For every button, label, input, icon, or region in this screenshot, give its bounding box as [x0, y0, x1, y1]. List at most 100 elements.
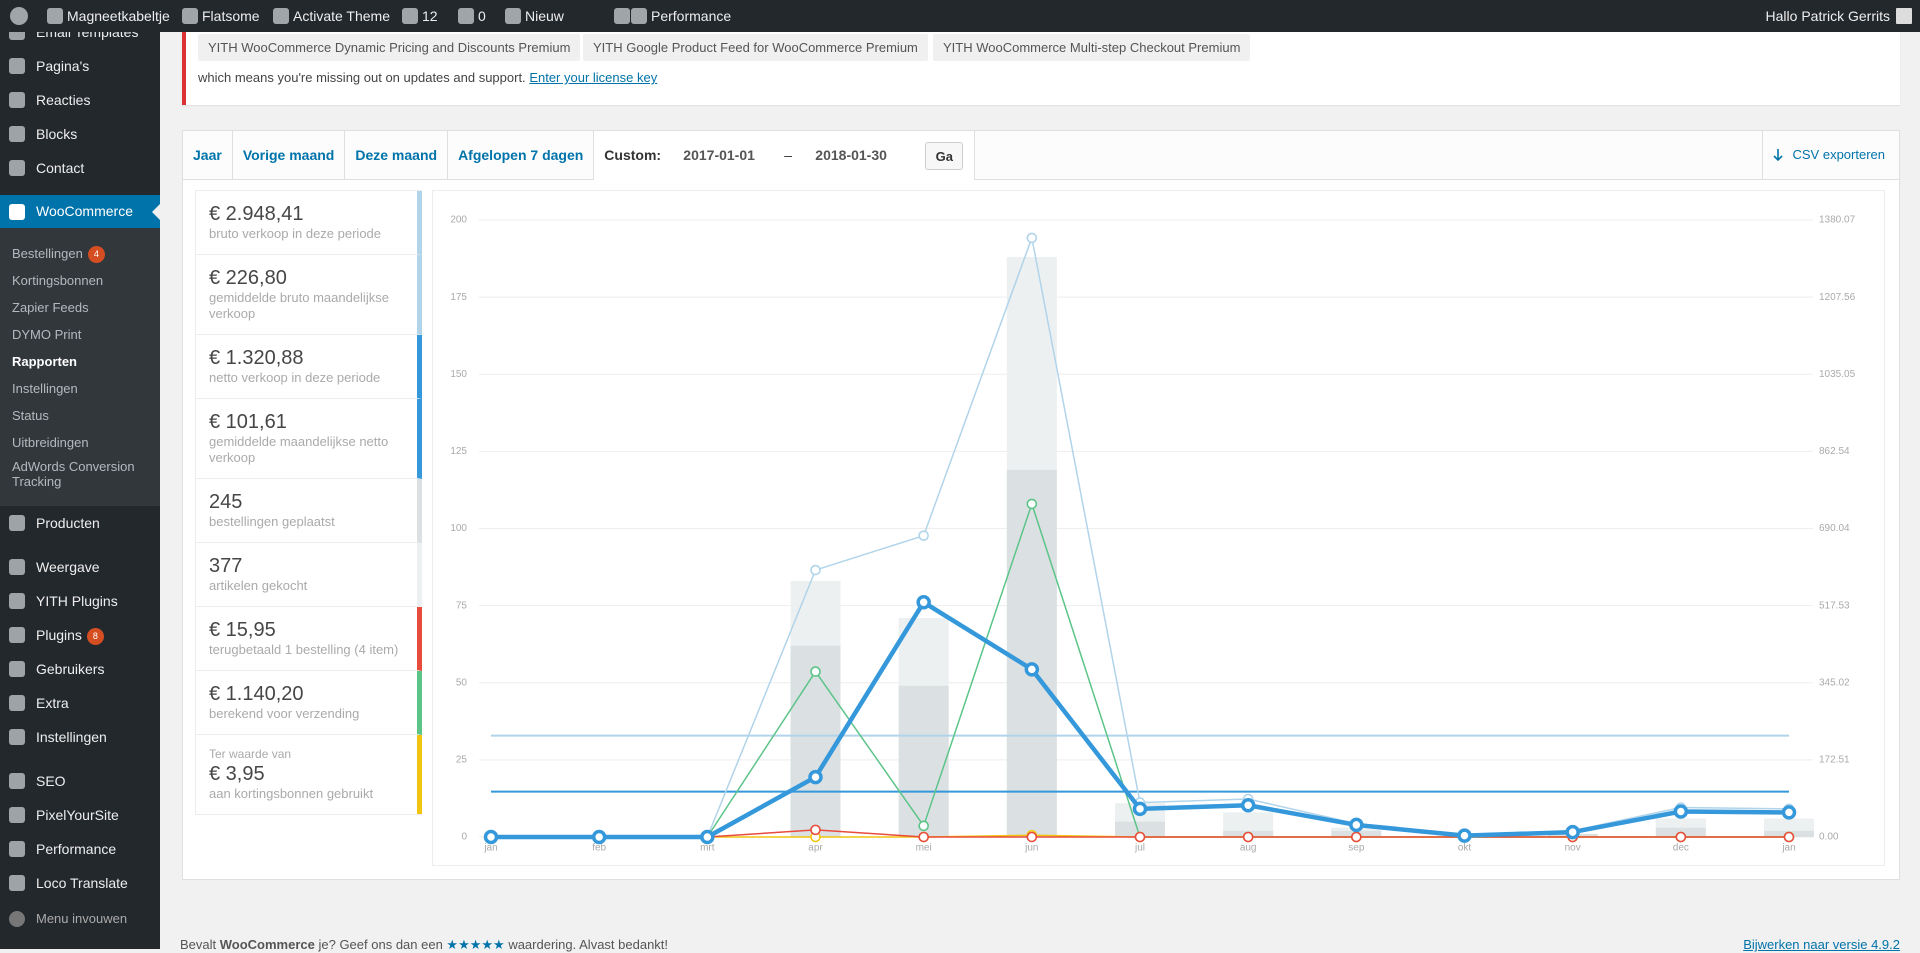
stat-value: € 226,80 [209, 267, 287, 289]
menu-icon [9, 92, 25, 108]
stat-item[interactable]: € 1.320,88 netto verkoop in deze periode [196, 335, 422, 399]
license-link[interactable]: Enter your license key [529, 70, 658, 85]
stat-item[interactable]: € 226,80 gemiddelde bruto maandelijkse ve… [196, 255, 422, 335]
stat-item[interactable]: 245 bestellingen geplaatst [196, 479, 422, 543]
y-tick-label: 200 [450, 215, 467, 226]
admin-bar-item[interactable]: Performance [651, 8, 732, 24]
menu-label: Blocks [36, 126, 78, 142]
range-tab[interactable]: Vorige maand [233, 131, 346, 179]
bar [898, 685, 949, 837]
stat-item[interactable]: € 15,95 terugbetaald 1 bestelling (4 item… [196, 607, 422, 671]
stat-item[interactable]: € 101,61 gemiddelde maandelijkse netto ve… [196, 399, 422, 479]
admin-bar-greeting[interactable]: Hallo Patrick Gerrits [1765, 8, 1890, 24]
submenu-badge: 4 [87, 246, 105, 263]
avatar [1896, 8, 1912, 24]
stat-item[interactable]: 377 artikelen gekocht [196, 543, 422, 607]
data-point [810, 824, 821, 836]
stat-label: berekend voor verzending [209, 706, 360, 721]
menu-item[interactable]: Performance [0, 832, 160, 866]
license-notice: YITH WooCommerce Dynamic Pricing and Dis… [182, 32, 1900, 105]
submenu-item[interactable]: Rapporten [0, 348, 160, 375]
menu-icon [9, 58, 25, 74]
menu-item[interactable]: Reacties [0, 83, 160, 117]
menu-item[interactable]: PixelYourSite [0, 798, 160, 832]
csv-export[interactable]: CSV exporteren [1761, 131, 1900, 179]
y2-tick-label: 172.51 [1819, 755, 1850, 766]
admin-bar-item[interactable]: Nieuw [525, 8, 564, 24]
menu-label: WooCommerce [36, 203, 133, 219]
range-tab[interactable]: Afgelopen 7 dagen [448, 131, 595, 179]
update-link[interactable]: Bijwerken naar versie 4.9.2 [1743, 937, 1900, 952]
stat-label: gemiddelde maandelijkse netto verkoop [209, 434, 389, 465]
admin-bar-item[interactable]: Activate Theme [293, 8, 391, 24]
y-tick-label: 50 [456, 677, 468, 688]
submenu-item[interactable]: Kortingsbonnen [0, 267, 160, 294]
x-tick-label: jul [1134, 843, 1145, 854]
menu-icon [9, 807, 25, 823]
x-tick-label: apr [808, 843, 823, 854]
submenu-item[interactable]: AdWords Conversion Tracking [0, 456, 160, 492]
admin-bar-item[interactable]: 0 [478, 8, 486, 24]
menu-icon [9, 204, 25, 220]
x-tick-label: sep [1348, 843, 1365, 854]
stat-label: gemiddelde bruto maandelijkse verkoop [209, 290, 389, 321]
submenu-item[interactable]: Bestellingen 4 [0, 240, 160, 267]
admin-bar-item[interactable]: Flatsome [202, 8, 260, 24]
collapse-label: Menu invouwen [36, 911, 128, 926]
menu-item[interactable]: Pagina's [0, 49, 160, 83]
range-tab[interactable]: Deze maand [345, 131, 449, 179]
submenu-item[interactable]: DYMO Print [0, 321, 160, 348]
menu-item[interactable]: Gebruikers [0, 652, 160, 686]
stat-item[interactable]: € 1.140,20 berekend voor verzending [196, 671, 422, 735]
menu-item[interactable]: Blocks [0, 117, 160, 151]
submenu-item[interactable]: Status [0, 402, 160, 429]
admin-bar-item[interactable]: Magneetkabeltje [67, 8, 170, 24]
data-point [1675, 831, 1687, 843]
submenu-label: DYMO Print [12, 327, 82, 342]
data-point [810, 666, 821, 677]
menu-item[interactable]: Plugins 8 [0, 618, 160, 652]
y-tick-label: 175 [450, 292, 467, 303]
menu-item[interactable]: Weergave [0, 550, 160, 584]
submenu-item[interactable]: Zapier Feeds [0, 294, 160, 321]
menu-badge: 8 [86, 628, 104, 645]
menu-item[interactable]: Extra [0, 686, 160, 720]
menu-label: YITH Plugins [36, 593, 118, 609]
stat-item[interactable]: € 2.948,41 bruto verkoop in deze periode [196, 191, 422, 255]
admin-bar-icon [631, 8, 647, 24]
data-point [1457, 828, 1472, 843]
menu-label: Instellingen [36, 729, 107, 745]
y2-tick-label: 1207.56 [1819, 292, 1856, 303]
menu-label: Producten [36, 515, 100, 531]
menu-icon [9, 875, 25, 891]
rating-stars[interactable]: ★★★★★ [446, 937, 505, 952]
submenu-item[interactable]: Instellingen [0, 375, 160, 402]
menu-icon [9, 160, 25, 176]
data-point [483, 829, 499, 845]
collapse-menu[interactable]: Menu invouwen [0, 902, 160, 936]
stat-value: € 15,95 [209, 619, 276, 641]
start-date[interactable]: 2017-01-01 [683, 147, 755, 163]
menu-item[interactable]: YITH Plugins [0, 584, 160, 618]
menu-item[interactable]: Producten [0, 506, 160, 540]
menu-item[interactable]: Contact [0, 151, 160, 185]
x-tick-label: mrt [700, 843, 715, 854]
range-tab[interactable]: Jaar [183, 131, 233, 179]
x-tick-label: aug [1240, 843, 1257, 854]
go-button[interactable]: Ga [925, 142, 964, 170]
menu-item[interactable]: SEO [0, 764, 160, 798]
end-date[interactable]: 2018-01-30 [815, 147, 887, 163]
stat-item[interactable]: Ter waarde van € 3,95 aan kortingsbonnen g… [196, 735, 422, 814]
menu-item[interactable]: Instellingen [0, 720, 160, 754]
series-line [491, 237, 1790, 838]
data-point [916, 595, 931, 610]
menu-item[interactable]: WooCommerce [0, 195, 160, 228]
menu-icon [9, 559, 25, 575]
menu-item[interactable]: Loco Translate [0, 866, 160, 900]
report-panel: Jaar Vorige maand Deze maand Afgelopen 7 da… [182, 130, 1900, 880]
date-dash: – [784, 147, 793, 163]
submenu-label: Instellingen [12, 381, 78, 396]
admin-bar-item[interactable]: 12 [422, 8, 438, 24]
data-point [1565, 824, 1580, 840]
submenu-item[interactable]: Uitbreidingen [0, 429, 160, 456]
